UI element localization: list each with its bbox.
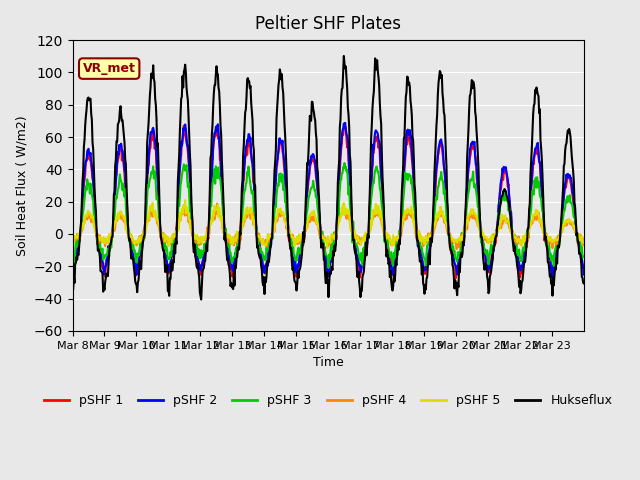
Legend: pSHF 1, pSHF 2, pSHF 3, pSHF 4, pSHF 5, Hukseflux: pSHF 1, pSHF 2, pSHF 3, pSHF 4, pSHF 5, … [39, 389, 618, 412]
Text: VR_met: VR_met [83, 62, 136, 75]
X-axis label: Time: Time [313, 356, 344, 369]
Y-axis label: Soil Heat Flux ( W/m2): Soil Heat Flux ( W/m2) [15, 115, 28, 256]
Title: Peltier SHF Plates: Peltier SHF Plates [255, 15, 401, 33]
